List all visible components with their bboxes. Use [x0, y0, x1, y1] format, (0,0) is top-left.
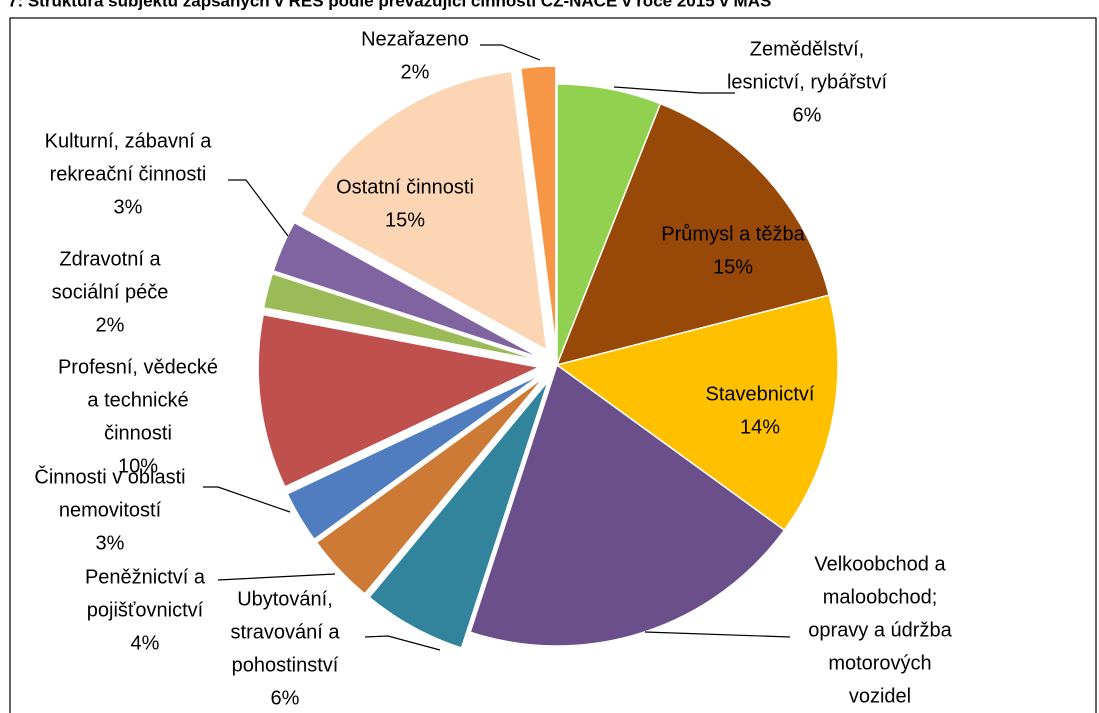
- pie-slice: [257, 313, 542, 488]
- value-label: 10%: [118, 455, 158, 477]
- pie-slice: [272, 221, 541, 359]
- leader-line: [203, 486, 291, 513]
- value-label: 4%: [131, 632, 160, 654]
- slice-label: Ubytování,: [237, 588, 333, 610]
- pie-slice: [299, 70, 548, 352]
- pie-slice: [555, 294, 839, 532]
- value-label: 2%: [401, 61, 430, 83]
- slice-label: sociální péče: [52, 281, 169, 303]
- value-label: 6%: [271, 687, 300, 709]
- value-label: 3%: [114, 196, 143, 218]
- pie-slice: [262, 272, 540, 362]
- leader-lines: [203, 44, 791, 651]
- leader-line: [644, 631, 791, 638]
- slice-label: Kulturní, zábavní a: [45, 130, 213, 152]
- chart-title: 7: Struktura subjektů zapsaných v RES po…: [8, 0, 771, 10]
- pie-slice: [286, 373, 542, 541]
- slice-label: Velkoobchod a: [814, 553, 946, 575]
- pie: [257, 65, 839, 649]
- value-label: 3%: [96, 532, 125, 554]
- slice-label: pohostinství: [232, 654, 339, 676]
- pie-slice: [469, 363, 786, 647]
- slice-label: Profesní, vědecké: [58, 356, 218, 378]
- pie-slice: [519, 65, 557, 348]
- value-label: 15%: [713, 256, 753, 278]
- value-label: 6%: [793, 104, 822, 126]
- slice-label: Stavebnictví: [706, 383, 815, 405]
- value-label: 14%: [740, 416, 780, 438]
- pie-slice: [315, 376, 545, 595]
- data-labels: Zemědělství, lesnictví, rybářství 6% Průmys…: [34, 28, 952, 709]
- slice-label: pojišťovnictví: [87, 599, 204, 621]
- chart-frame: [9, 17, 1097, 713]
- leader-line: [364, 635, 441, 651]
- leader-line: [217, 573, 336, 581]
- slice-label: stravování a: [231, 621, 341, 643]
- value-label: 2%: [96, 314, 125, 336]
- slice-label: lesnictví, rybářství: [727, 71, 887, 93]
- slice-label: Zemědělství,: [750, 38, 864, 60]
- slice-label: Nezařazeno: [361, 28, 469, 50]
- leader-line: [228, 179, 289, 237]
- slice-label: Průmysl a těžba: [661, 223, 805, 245]
- slice-label: Ostatní činnosti: [336, 176, 474, 198]
- slice-label: Zdravotní a: [59, 248, 161, 270]
- leader-line: [480, 44, 541, 61]
- slice-label: maloobchod;: [823, 586, 938, 608]
- slice-label: Činnosti v oblasti: [34, 465, 185, 488]
- slice-label: rekreační činnosti: [50, 163, 207, 185]
- slice-label: vozidel: [849, 685, 911, 707]
- pie-slice: [368, 380, 550, 649]
- slice-label: a technické: [87, 389, 188, 411]
- slice-label: nemovitostí: [59, 499, 162, 521]
- slice-label: Peněžnictví a: [85, 566, 206, 588]
- slice-label: opravy a údržba: [808, 619, 952, 641]
- leader-line: [613, 86, 735, 94]
- slice-label: činnosti: [104, 422, 172, 444]
- slice-label: motorových: [828, 652, 931, 674]
- pie-slice: [555, 102, 831, 367]
- value-label: 15%: [385, 209, 425, 231]
